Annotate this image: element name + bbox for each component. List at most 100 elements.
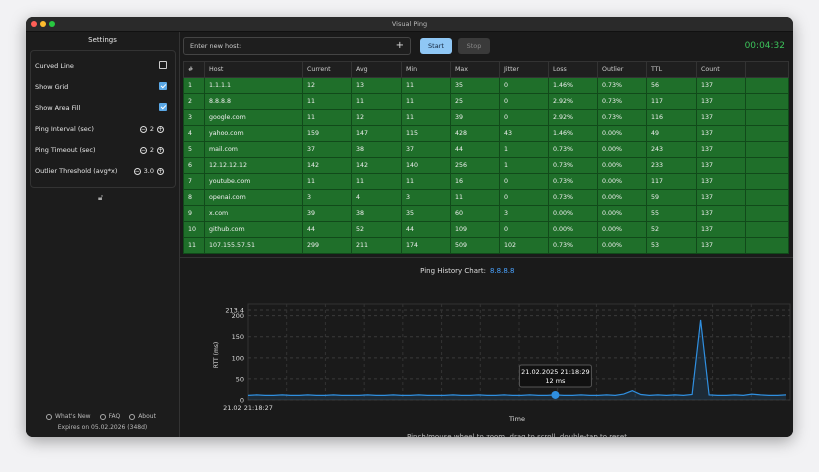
spacer-cell — [745, 173, 789, 190]
cell: 0 — [499, 221, 549, 238]
increment[interactable]: + — [157, 125, 164, 133]
host-row[interactable]: 6 12.12.12.12 142 142 140 256 1 0.73% 0.00% 233 13… — [183, 157, 789, 174]
cell: youtube.com — [204, 173, 303, 190]
cell: 0 — [499, 109, 549, 126]
column-header: Avg — [351, 61, 402, 78]
stepper-value: 2 — [149, 125, 154, 133]
footer-link[interactable]: What's New — [55, 413, 91, 420]
y-tick-label: 150 — [232, 333, 244, 341]
footer-link[interactable]: About — [138, 413, 156, 420]
cell: 1 — [499, 157, 549, 174]
column-header: Loss — [548, 61, 598, 78]
x-axis-label: Time — [508, 415, 525, 423]
add-icon[interactable]: + — [395, 40, 404, 51]
main-area: Enter new host: + Start Stop 00:04:32 # Ho… — [180, 32, 793, 437]
host-row[interactable]: 4 yahoo.com 159 147 115 428 43 1.46% 0.00% 49 137 — [183, 125, 789, 142]
increment[interactable]: + — [157, 167, 164, 175]
spacer-cell — [745, 221, 789, 238]
cell: 25 — [450, 93, 500, 110]
decrement[interactable]: − — [133, 167, 141, 175]
cell: 137 — [696, 189, 746, 206]
app-window: Visual Ping Settings Curved Line Show Gri… — [26, 17, 793, 437]
stepper: −3.0 + — [131, 161, 167, 181]
setting-label: Show Area Fill — [35, 104, 81, 112]
host-placeholder: Enter new host: — [190, 42, 242, 50]
column-header: # — [183, 61, 205, 78]
tooltip — [518, 364, 592, 388]
stepper-value: 3.0 — [143, 167, 154, 175]
cell: 1.46% — [548, 125, 598, 142]
cell: 0 — [499, 189, 549, 206]
cell: 3 — [302, 189, 352, 206]
tooltip-value: 12 ms — [545, 377, 566, 385]
cell: 211 — [351, 237, 402, 254]
stepper: −2 + — [137, 140, 167, 160]
setting-label: Ping Interval (sec) — [35, 125, 94, 133]
host-row[interactable]: 11 107.155.57.51 299 211 174 509 102 0.73% 0.00%… — [183, 237, 789, 254]
info-icon — [46, 413, 53, 420]
cell: 299 — [302, 237, 352, 254]
cell: 1.46% — [548, 77, 598, 94]
divider — [180, 257, 793, 258]
footer-link[interactable]: FAQ — [108, 413, 121, 420]
column-header: Jitter — [499, 61, 549, 78]
cell: 102 — [499, 237, 549, 254]
host-row[interactable]: 2 8.8.8.8 11 11 11 25 0 2.92% 0.73% 117 137 — [183, 93, 789, 110]
setting-label: Show Grid — [35, 83, 69, 91]
spacer-cell — [745, 237, 789, 254]
host-row[interactable]: 10 github.com 44 52 44 109 0 0.00% 0.00% 52 137 — [183, 221, 789, 238]
chart-title: Ping History Chart: — [420, 267, 486, 275]
cell: 0.73% — [597, 93, 647, 110]
stop-button[interactable]: Stop — [458, 38, 490, 54]
checkbox[interactable] — [159, 103, 167, 111]
host-row[interactable]: 9 x.com 39 38 35 60 3 0.00% 0.00% 55 137 — [183, 205, 789, 222]
cell: 8.8.8.8 — [204, 93, 303, 110]
checkbox[interactable] — [159, 82, 167, 90]
close-button[interactable] — [31, 21, 37, 27]
host-row[interactable]: 8 openai.com 3 4 3 11 0 0.73% 0.00% 59 137 — [183, 189, 789, 206]
y-axis-label: RTT (ms) — [213, 342, 220, 369]
cell: 0 — [499, 77, 549, 94]
host-row[interactable]: 3 google.com 11 12 11 39 0 2.92% 0.73% 116 137 — [183, 109, 789, 126]
column-header: Count — [696, 61, 746, 78]
sidebar: Settings Curved Line Show Grid Show Area F… — [26, 32, 180, 437]
start-button[interactable]: Start — [420, 38, 452, 54]
cell: 159 — [302, 125, 352, 142]
cell: 3 — [401, 189, 451, 206]
cell: 142 — [302, 157, 352, 174]
host-row[interactable]: 1 1.1.1.1 12 13 11 35 0 1.46% 0.73% 56 137 — [183, 77, 789, 94]
cell: 11 — [302, 93, 352, 110]
cell: 137 — [696, 173, 746, 190]
cell: 44 — [302, 221, 352, 238]
host-row[interactable]: 5 mail.com 37 38 37 44 1 0.73% 0.00% 243 137 — [183, 141, 789, 158]
zoom-button[interactable] — [49, 21, 55, 27]
cell: 0.00% — [597, 173, 647, 190]
cell: 12.12.12.12 — [204, 157, 303, 174]
spacer-cell — [745, 205, 789, 222]
checkbox[interactable] — [159, 61, 167, 69]
cell: mail.com — [204, 141, 303, 158]
column-header: Outlier — [597, 61, 647, 78]
increment[interactable]: + — [157, 146, 164, 154]
title-bar: Visual Ping — [26, 17, 793, 32]
column-header: TTL — [646, 61, 697, 78]
cell: 2.92% — [548, 109, 598, 126]
lock-icon[interactable]: 🔓︎ — [98, 193, 104, 202]
info-icon — [129, 413, 136, 420]
minimize-button[interactable] — [40, 21, 46, 27]
setting-row: Ping Interval (sec) −2 + — [35, 119, 171, 139]
hint: Pinch/mouse wheel to zoom, drag to scrol… — [407, 433, 627, 437]
cell: 0.00% — [597, 205, 647, 222]
cell: 0.00% — [548, 205, 598, 222]
rtt-line — [247, 319, 787, 397]
decrement[interactable]: − — [139, 146, 147, 154]
cell: 137 — [696, 125, 746, 142]
decrement[interactable]: − — [139, 125, 147, 133]
cell: 0.00% — [597, 237, 647, 254]
host-input[interactable]: Enter new host: + — [183, 37, 411, 55]
cell: 38 — [351, 141, 402, 158]
host-row[interactable]: 7 youtube.com 11 11 11 16 0 0.73% 0.00% 117 137 — [183, 173, 789, 190]
cell: 35 — [450, 77, 500, 94]
cell: 5 — [183, 141, 205, 158]
